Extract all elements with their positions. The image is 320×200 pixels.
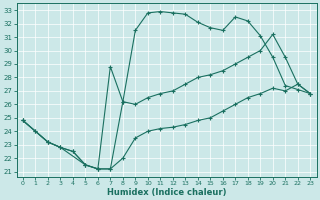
X-axis label: Humidex (Indice chaleur): Humidex (Indice chaleur) (107, 188, 226, 197)
